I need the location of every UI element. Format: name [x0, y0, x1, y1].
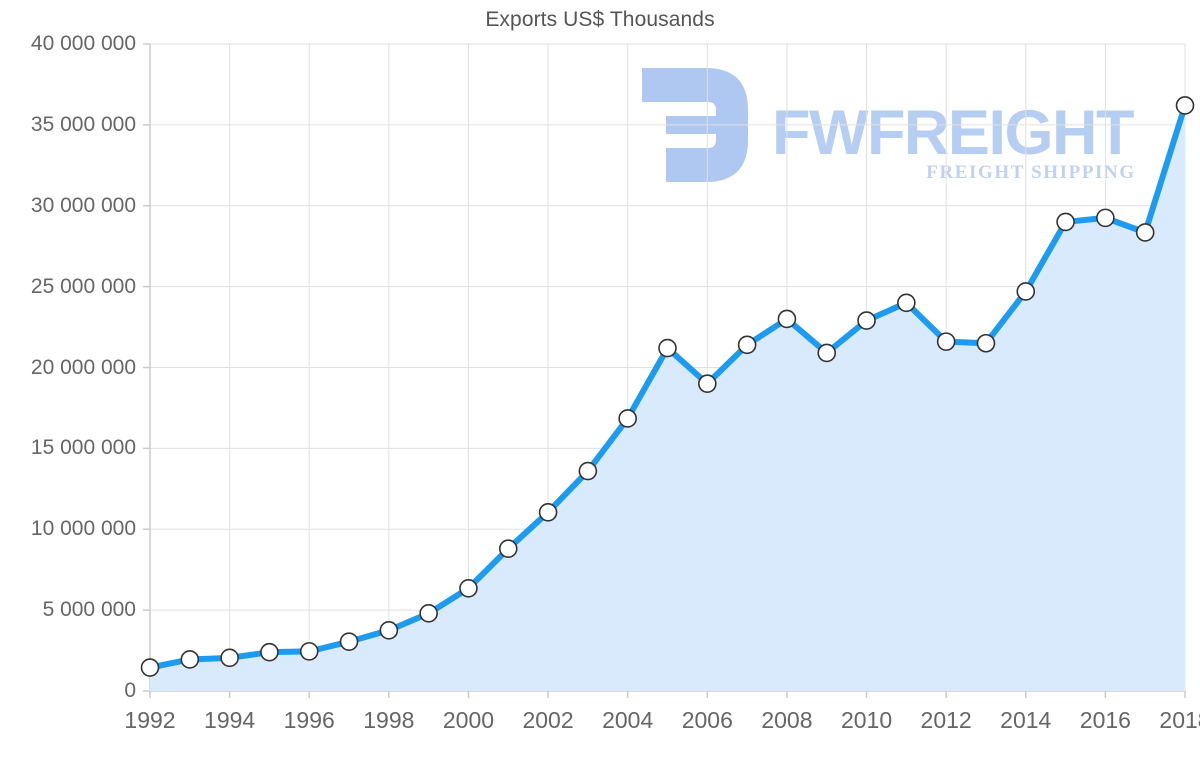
x-axis-tick-label: 2008: [761, 707, 813, 733]
data-point-marker[interactable]: [299, 642, 319, 661]
data-point-marker[interactable]: [1056, 212, 1075, 232]
y-axis-tick-label: 35 000 000: [30, 112, 136, 136]
y-axis-tick-label: 10 000 000: [30, 517, 136, 541]
data-point-marker[interactable]: [379, 621, 399, 640]
y-axis-tick-label: 20 000 000: [30, 355, 136, 379]
data-point-marker[interactable]: [140, 658, 160, 677]
x-axis-tick-label: 2000: [442, 707, 495, 733]
series-area-fill: [150, 105, 1185, 692]
x-axis-tick-label: 1996: [283, 707, 335, 733]
series-markers: [140, 96, 1195, 677]
x-axis-tick-label: 2014: [1000, 707, 1052, 733]
y-axis-tick-label: 40 000 000: [30, 32, 136, 55]
x-axis-tick-label: 2010: [840, 707, 893, 733]
data-point-marker[interactable]: [419, 604, 438, 623]
data-point-marker[interactable]: [618, 409, 637, 428]
data-point-marker[interactable]: [180, 650, 200, 669]
data-point-marker[interactable]: [897, 293, 916, 313]
y-axis-tick-label: 0: [124, 679, 136, 702]
data-point-marker[interactable]: [339, 632, 359, 651]
data-point-marker[interactable]: [936, 332, 956, 351]
data-point-marker[interactable]: [777, 309, 797, 329]
data-point-marker[interactable]: [498, 539, 518, 558]
tick-marks: [143, 43, 1186, 698]
data-point-marker[interactable]: [976, 333, 996, 353]
x-axis-tick-label: 1992: [124, 707, 176, 733]
x-axis-tick-label: 2002: [522, 707, 574, 733]
data-point-marker[interactable]: [737, 335, 757, 355]
data-point-marker[interactable]: [459, 578, 478, 598]
data-point-marker[interactable]: [220, 648, 239, 668]
y-axis-tick-label: 5 000 000: [42, 598, 136, 622]
x-axis-tick-label: 2018: [1159, 707, 1200, 733]
data-point-marker[interactable]: [1175, 96, 1195, 115]
data-point-marker[interactable]: [658, 338, 677, 358]
y-axis-tick-label: 15 000 000: [30, 436, 136, 460]
data-point-marker[interactable]: [857, 311, 876, 330]
data-point-marker[interactable]: [698, 374, 717, 393]
x-axis-tick-label: 2012: [920, 707, 972, 733]
data-point-marker[interactable]: [1016, 282, 1036, 301]
x-axis-tick-label: 1994: [204, 707, 256, 733]
data-point-marker[interactable]: [538, 502, 558, 522]
data-point-marker[interactable]: [1096, 208, 1115, 228]
x-axis-tick-label: 2016: [1079, 707, 1131, 733]
chart-title: Exports US$ Thousands: [485, 8, 715, 31]
y-axis-tick-label: 25 000 000: [30, 274, 136, 298]
data-point-marker[interactable]: [1135, 223, 1155, 242]
x-axis-tick-label: 2004: [602, 707, 654, 733]
x-axis-tick-label: 1998: [363, 707, 415, 733]
data-point-marker[interactable]: [817, 343, 837, 363]
y-axis-tick-label: 30 000 000: [30, 193, 136, 217]
x-axis-tick-label: 2006: [681, 707, 733, 733]
data-point-marker[interactable]: [260, 642, 279, 662]
data-point-marker[interactable]: [578, 461, 598, 481]
